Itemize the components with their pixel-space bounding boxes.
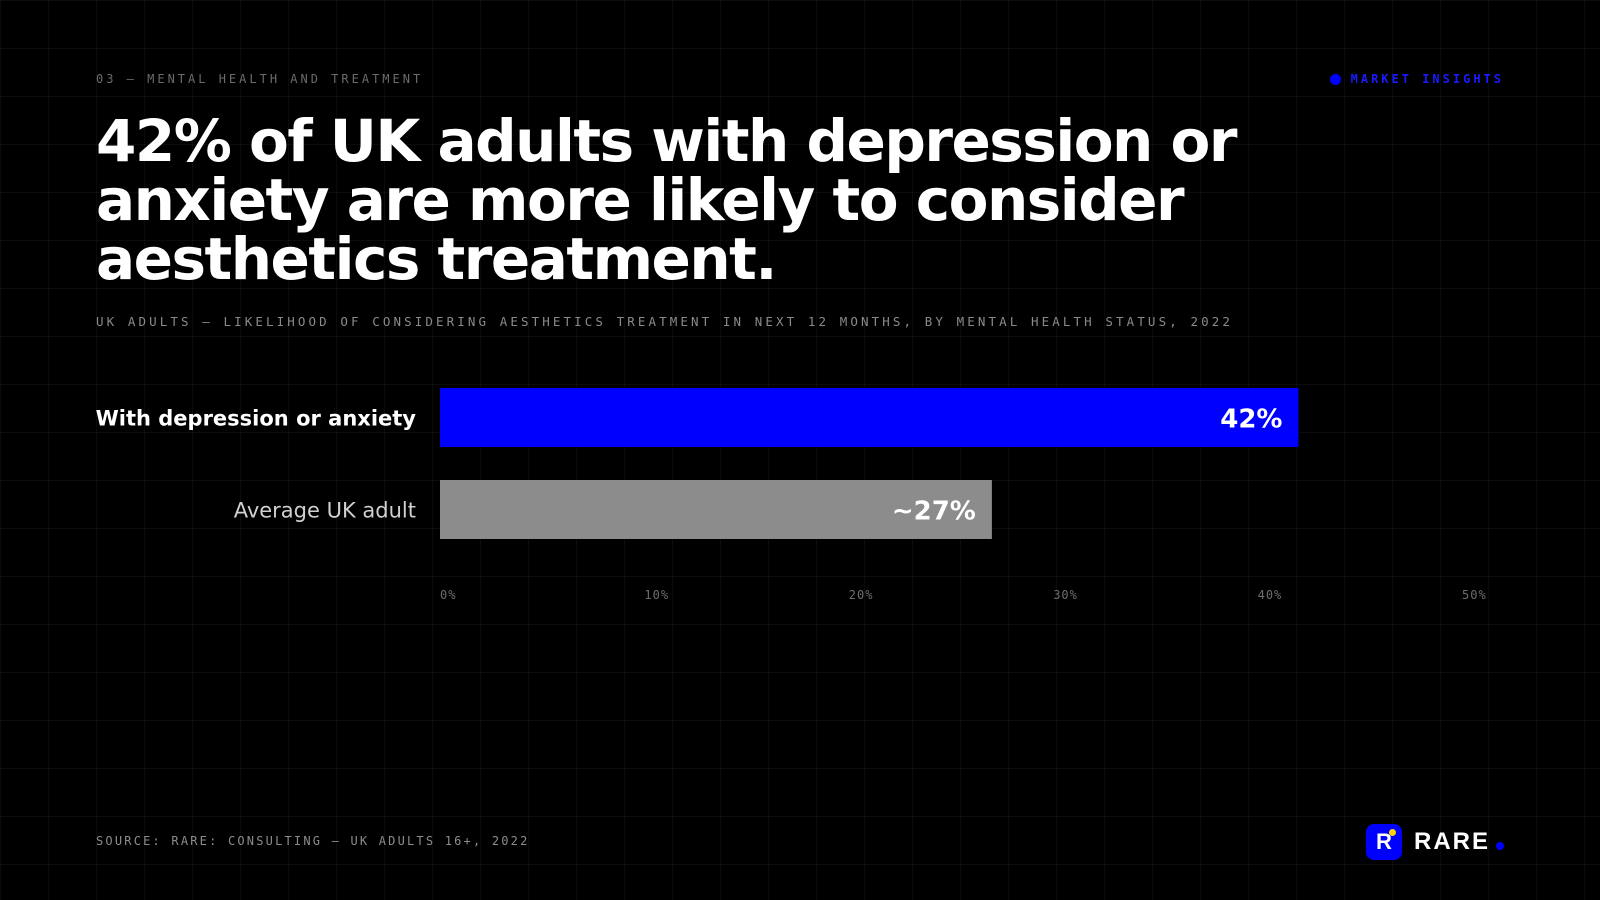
badge-label: MARKET INSIGHTS (1350, 72, 1504, 86)
badge-dot-icon (1329, 73, 1341, 85)
logo-wordmark: RARE (1413, 828, 1490, 855)
tick-label: 30% (1053, 588, 1078, 602)
bar (440, 480, 992, 539)
logo-mark-icon: R (1365, 824, 1402, 860)
tick-label: 20% (849, 588, 874, 602)
tick-label: 0% (440, 588, 456, 602)
source-note: SOURCE: RARE: CONSULTING — UK ADULTS 16+… (96, 834, 530, 848)
value-label: ~27% (892, 497, 976, 527)
tick-label: 40% (1258, 588, 1283, 602)
bar (440, 388, 1299, 447)
tick-label: 50% (1462, 588, 1487, 602)
market-insights-badge: MARKET INSIGHTS (1329, 72, 1504, 86)
tick-label: 10% (644, 588, 669, 602)
page-title: 42% of UK adults with depression or anxi… (96, 107, 1237, 293)
logo-letter: R (1376, 829, 1392, 854)
chart-subtitle: UK ADULTS — LIKELIHOOD OF CONSIDERING AE… (96, 314, 1233, 329)
logo-spark-icon (1388, 829, 1396, 836)
category-label: Average UK adult (234, 499, 416, 523)
category-label: With depression or anxiety (96, 407, 417, 431)
section-eyebrow: 03 — MENTAL HEALTH AND TREATMENT (96, 72, 424, 86)
logo-dot-icon (1496, 842, 1504, 850)
rare-logo: R RARE (1365, 824, 1504, 860)
value-label: 42% (1220, 405, 1282, 435)
